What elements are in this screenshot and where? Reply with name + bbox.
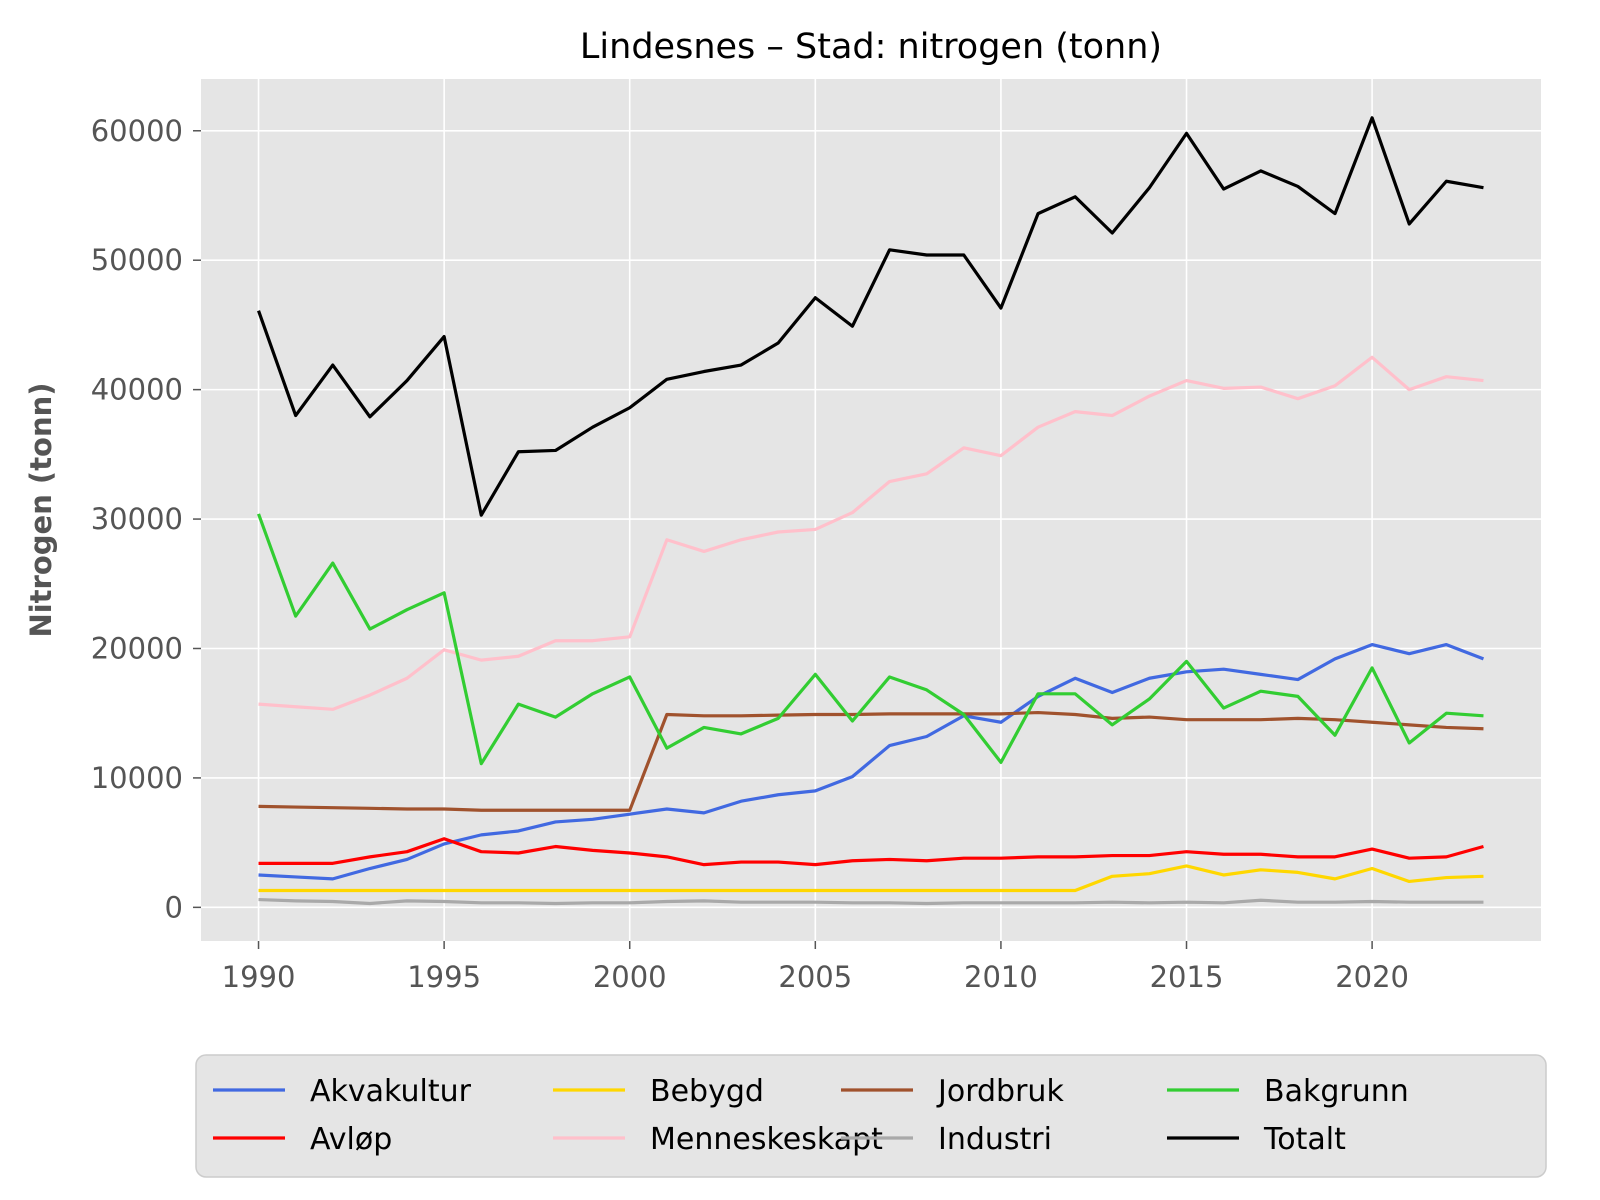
series-line-bakgrunn xyxy=(257,513,1484,766)
y-tick-label: 10000 xyxy=(91,761,183,795)
legend-label-akvakultur: Akvakultur xyxy=(310,1074,472,1109)
series-line-totalt xyxy=(257,116,1484,517)
series-line-industri xyxy=(258,897,1484,906)
y-tick-label: 50000 xyxy=(91,243,183,277)
x-tick-label: 2010 xyxy=(964,960,1038,994)
x-tick-label: 1990 xyxy=(222,960,296,994)
x-tick-label: 2020 xyxy=(1335,960,1409,994)
legend-label-industri: Industri xyxy=(938,1122,1052,1157)
legend-label-bebygd: Bebygd xyxy=(650,1074,764,1109)
series-line-jordbruk xyxy=(258,710,1484,812)
x-tick-label: 1995 xyxy=(407,960,481,994)
y-tick-label: 30000 xyxy=(91,502,183,536)
legend-box xyxy=(195,1054,1547,1178)
x-tick-label: 2005 xyxy=(778,960,852,994)
plot-background xyxy=(201,79,1541,941)
y-axis-label: Nitrogen (tonn) xyxy=(24,382,58,637)
legend-label-avlop: Avløp xyxy=(310,1122,392,1157)
legend-label-totalt: Totalt xyxy=(1263,1122,1346,1157)
y-tick-label: 60000 xyxy=(91,114,183,148)
series-line-bebygd xyxy=(258,864,1484,893)
legend-label-bakgrunn: Bakgrunn xyxy=(1264,1074,1409,1109)
x-tick-label: 2000 xyxy=(593,960,667,994)
legend-label-jordbruk: Jordbruk xyxy=(936,1074,1064,1109)
series-line-avlop xyxy=(258,837,1484,867)
y-axis: 0 10000 20000 30000 40000 50000 60000 xyxy=(91,114,201,924)
x-tick-label: 2015 xyxy=(1150,960,1224,994)
series-lines xyxy=(257,116,1485,906)
series-line-menneskeskapt xyxy=(258,355,1484,711)
y-tick-label: 20000 xyxy=(91,631,183,665)
legend: AkvakulturAvløpBebygdMenneskeskaptJordbr… xyxy=(195,1054,1547,1178)
y-tick-label: 0 xyxy=(165,890,183,924)
series-line-akvakultur xyxy=(258,643,1485,881)
x-axis: 1990 1995 2000 2005 2010 2015 2020 xyxy=(222,941,1409,994)
grid xyxy=(201,79,1541,941)
chart-title: Lindesnes – Stad: nitrogen (tonn) xyxy=(580,27,1162,67)
y-tick-label: 40000 xyxy=(91,373,183,407)
